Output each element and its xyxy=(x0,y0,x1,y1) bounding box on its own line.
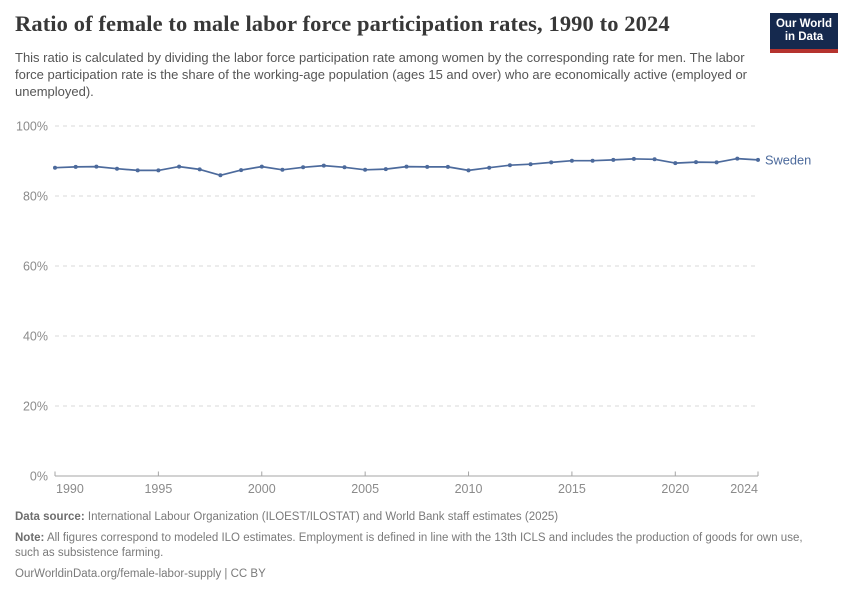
data-point xyxy=(342,165,347,170)
data-point xyxy=(218,173,223,178)
note-label: Note: xyxy=(15,531,45,544)
x-tick-label: 2015 xyxy=(558,482,586,496)
data-point xyxy=(756,157,760,162)
note-line: Note: All figures correspond to modeled … xyxy=(15,531,807,562)
x-tick-label: 1990 xyxy=(56,482,84,496)
x-tick-label: 1995 xyxy=(144,482,172,496)
data-point xyxy=(714,160,719,165)
chart-subtitle: This ratio is calculated by dividing the… xyxy=(15,50,748,99)
data-point xyxy=(487,165,492,170)
data-point xyxy=(694,160,698,165)
data-point xyxy=(445,164,450,169)
data-point xyxy=(321,163,326,168)
data-point xyxy=(156,168,161,173)
data-point xyxy=(652,157,657,162)
x-tick-label: 2020 xyxy=(661,482,689,496)
citation-url: OurWorldinData.org/female-labor-supply |… xyxy=(15,567,266,580)
data-point xyxy=(590,158,595,163)
data-point xyxy=(280,167,285,172)
data-source-label: Data source: xyxy=(15,511,85,523)
data-point xyxy=(569,158,574,163)
owid-logo: Our World in Data xyxy=(770,13,838,53)
series-label: Sweden xyxy=(765,152,811,167)
data-point xyxy=(239,168,244,173)
x-tick-label: 2010 xyxy=(455,482,483,496)
note-text: All figures correspond to modeled ILO es… xyxy=(15,531,803,560)
y-tick-label: 40% xyxy=(23,330,48,344)
data-point xyxy=(631,156,636,161)
y-tick-label: 60% xyxy=(23,260,48,274)
data-point xyxy=(611,157,616,162)
line-chart: 0% 20% 40% 60% 80% 100% 1990 1995 2000 2005 2010 20… xyxy=(16,120,811,497)
chart-footer: Data source: International Labour Organi… xyxy=(15,510,807,587)
data-point xyxy=(466,168,471,173)
data-point xyxy=(549,160,554,165)
data-point xyxy=(673,161,678,166)
x-tick-label: 2024 xyxy=(730,482,758,496)
y-tick-label: 100% xyxy=(16,120,48,134)
y-tick-label: 0% xyxy=(30,470,48,484)
data-source-text: International Labour Organization (ILOES… xyxy=(87,511,559,523)
data-point xyxy=(301,165,306,170)
data-point xyxy=(259,164,264,169)
y-tick-label: 80% xyxy=(23,190,48,204)
data-point xyxy=(197,167,202,172)
data-point xyxy=(94,164,99,169)
x-tick-label: 2000 xyxy=(248,482,276,496)
data-point xyxy=(507,163,512,168)
data-point xyxy=(177,164,182,169)
data-point xyxy=(115,166,119,171)
data-point xyxy=(425,164,430,169)
citation-line: OurWorldinData.org/female-labor-supply |… xyxy=(15,567,807,583)
data-point xyxy=(735,156,740,161)
data-point xyxy=(363,167,368,172)
owid-logo-line1: Our World xyxy=(775,18,832,30)
data-point xyxy=(135,168,140,173)
data-point xyxy=(404,164,409,169)
x-tick-label: 2005 xyxy=(351,482,379,496)
data-point xyxy=(53,165,57,170)
y-tick-label: 20% xyxy=(23,400,48,414)
page-title: Ratio of female to male labor force part… xyxy=(15,11,670,36)
data-source-line: Data source: International Labour Organi… xyxy=(15,510,807,526)
data-point xyxy=(528,162,533,167)
data-point xyxy=(383,167,388,172)
data-point xyxy=(73,164,78,169)
owid-logo-line2: in Data xyxy=(784,31,824,43)
